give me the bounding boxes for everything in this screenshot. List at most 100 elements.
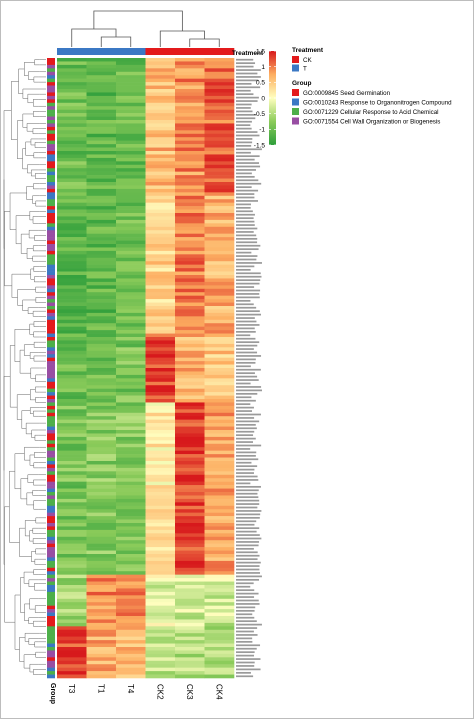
heatmap-cell [86,361,117,365]
heatmap-cell [86,571,117,575]
row-label [236,461,252,464]
heatmap-cell [175,609,205,613]
dendrogram-branch [24,632,40,642]
dendrogram-branch [22,299,36,311]
row-label [236,355,262,357]
dendrogram-branch [29,323,34,335]
heatmap-cell [86,512,117,517]
heatmap-cell [204,609,235,613]
dendrogram-branch [32,538,39,544]
row-label [236,117,256,120]
row-label [236,430,255,433]
heatmap-cell [204,264,235,269]
heatmap-cell [204,440,235,445]
heatmap-cell [145,516,176,520]
heatmap-cell [86,192,117,197]
heatmap-cell [86,478,117,482]
treatment-cell [86,48,117,55]
dendrogram-branch [11,81,19,140]
heatmap-cell [116,405,146,410]
heatmap-cell [86,85,117,90]
heatmap-cell [204,547,235,551]
heatmap-cell [116,147,146,152]
heatmap-cell [116,247,146,252]
row-label [236,186,252,189]
group-cell [47,299,55,303]
group-annotation-bar [47,58,55,679]
heatmap-cell [175,650,205,655]
group-cell [47,443,55,448]
heatmap-cell [57,557,87,562]
row-label [236,330,256,333]
heatmap-cell [57,357,87,362]
row-label [236,575,262,578]
heatmap-cell [175,529,205,534]
heatmap-cell [86,381,117,386]
heatmap-cell [145,474,176,479]
heatmap-cell [116,226,146,231]
heatmap-cell [57,85,87,90]
group-cell [47,502,55,507]
heatmap-cell [145,616,176,620]
dendrogram-branch [30,138,39,146]
group-cell [47,209,55,214]
dendrogram-branch [24,446,40,461]
dendrogram-branch [25,141,34,156]
heatmap-cell [204,602,235,606]
dendrogram-branch [22,113,34,128]
heatmap-cell [175,275,205,279]
group-cell [47,516,55,520]
heatmap-cell [116,319,146,324]
row-label [236,596,255,598]
heatmap-cell [116,250,146,255]
column-label: T4 [126,684,135,694]
group-cell [47,192,55,197]
group-cell [47,68,55,73]
heatmap-cell [86,275,117,279]
heatmap-cell [175,533,205,538]
heatmap-cell [116,92,146,97]
group-cell [47,402,55,407]
heatmap-cell [145,605,176,610]
heatmap-cell [145,588,176,593]
group-cell [47,75,55,79]
heatmap-cell [145,306,176,310]
heatmap-cell [204,178,235,183]
group-cell [47,371,55,376]
row-label [236,255,258,257]
dendrogram-branch [35,548,39,555]
row-label [236,651,255,654]
heatmap-cell [86,333,117,338]
heatmap-cell [86,598,117,603]
row-label [236,372,255,375]
column-label: CK3 [185,684,194,700]
heatmap-cell [145,412,176,417]
group-cell [47,354,55,358]
row-dendrogram [3,59,46,675]
heatmap-cell [145,109,176,114]
dendrogram-branch [93,10,183,31]
heatmap-cell [175,433,205,438]
heatmap-cell [175,92,205,97]
heatmap-cell [116,423,146,427]
heatmap-cell [116,388,146,393]
heatmap-cell [204,202,235,207]
heatmap-cell [145,340,176,345]
heatmap-cell [204,275,235,279]
row-label [236,69,261,71]
heatmap-cell [175,557,205,562]
heatmap-cell [57,330,87,334]
heatmap-cell [145,223,176,228]
heatmap-cell [175,409,205,414]
group-cell [47,292,55,296]
heatmap-cell [116,299,146,303]
scale-tick-label: -0.5 [254,111,266,118]
heatmap-cell [145,147,176,152]
group-cell [47,540,55,544]
heatmap-cell [57,343,87,348]
row-label [236,551,258,554]
heatmap-cell [204,123,235,128]
treatment-cell [57,48,87,55]
row-label [236,406,254,409]
heatmap-cell [175,95,205,100]
